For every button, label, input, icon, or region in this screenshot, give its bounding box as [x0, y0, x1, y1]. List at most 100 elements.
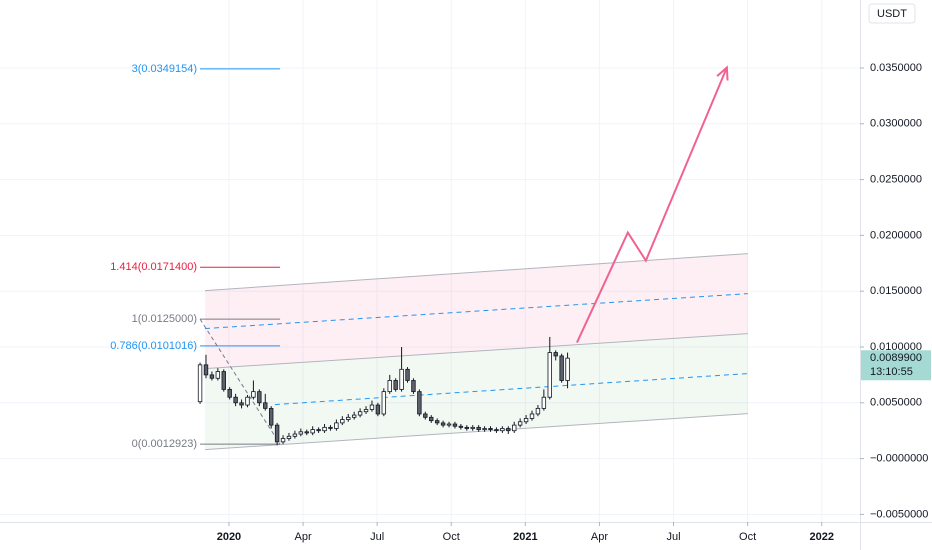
fib-label: 0(0.0012923)	[132, 438, 197, 450]
candle-body	[393, 380, 398, 390]
candle-body	[541, 396, 547, 409]
currency-label: USDT	[877, 8, 907, 20]
currency-box	[868, 3, 916, 24]
candle-body	[417, 391, 422, 415]
candle-body	[233, 396, 238, 404]
projection-path	[576, 67, 728, 343]
channel-line	[274, 373, 748, 406]
candle-body	[470, 426, 475, 429]
y-tick-label: 0.0350000	[870, 62, 922, 74]
candle-body	[535, 407, 541, 415]
candle-body	[494, 429, 499, 432]
y-tick-label: −0.0050000	[870, 508, 928, 520]
y-tick-label: 0.0150000	[870, 285, 922, 297]
candle-body	[251, 391, 256, 398]
y-tick-label: 0.0250000	[870, 173, 922, 185]
candle-body	[553, 352, 558, 357]
candle-body	[529, 413, 535, 419]
channel-line	[204, 333, 748, 370]
fib-label: 1.414(0.0171400)	[110, 261, 197, 273]
y-tick-label: 0.0300000	[870, 118, 922, 130]
candle-body	[381, 391, 387, 415]
candle-body	[363, 409, 369, 413]
candle-body	[476, 426, 481, 430]
channel-line	[204, 413, 748, 451]
candle-body	[328, 426, 333, 429]
x-tick-label: Apr	[591, 531, 608, 543]
channel-line	[204, 253, 748, 292]
candle-body	[268, 407, 274, 426]
candle-body	[464, 426, 470, 429]
candle-body	[523, 418, 529, 423]
candle-body	[488, 428, 493, 430]
candle-body	[375, 404, 381, 415]
candle-body	[245, 396, 250, 406]
last-price-box	[861, 350, 931, 381]
candle-body	[452, 423, 458, 427]
candle-body	[387, 380, 392, 393]
axes: USDT 0.0350000 0.0300000 0.0250000 0.020000…	[217, 3, 931, 543]
candle-body	[298, 431, 304, 435]
candle-body	[434, 420, 440, 424]
candle-body	[440, 422, 446, 426]
candle-body	[446, 423, 452, 426]
candle-body	[565, 357, 570, 381]
fib-label: 0.786(0.0101016)	[110, 340, 197, 352]
candle-body	[458, 425, 464, 428]
candle-body	[506, 428, 511, 432]
candle-body	[316, 429, 321, 432]
candle-body	[334, 422, 339, 429]
candle-body	[500, 428, 505, 432]
candle-body	[357, 411, 363, 416]
x-tick-label: 2022	[809, 531, 833, 543]
candle-body	[197, 364, 203, 403]
candle-body	[286, 435, 292, 439]
last-price-label: 0.0089900	[870, 352, 922, 364]
x-tick-label: 2021	[513, 531, 537, 543]
x-tick-label: Jul	[666, 531, 680, 543]
candle-body	[399, 368, 404, 390]
candle-body	[517, 421, 523, 426]
x-tick-label: Oct	[443, 531, 460, 543]
x-tick-label: Oct	[739, 531, 756, 543]
candle-body	[227, 389, 232, 398]
fib-trend	[199, 318, 281, 445]
candle-body	[405, 368, 410, 381]
candle-body	[209, 374, 215, 379]
candle-body	[346, 416, 351, 420]
candle-body	[322, 426, 327, 432]
candle-body	[482, 428, 487, 430]
plot: 3(0.0349154) 1.414(0.0171400) 1(0.0125000)…	[110, 63, 748, 450]
x-tick-label: Apr	[294, 531, 311, 543]
candle-body	[547, 352, 552, 398]
y-tick-label: 0.0050000	[870, 397, 922, 409]
candle-body	[512, 424, 517, 432]
candle-body	[411, 380, 416, 393]
y-tick-label: 0.0200000	[870, 229, 922, 241]
x-tick-label: 2020	[217, 531, 241, 543]
projection-arrowhead	[716, 65, 729, 81]
x-tick-label: Jul	[370, 531, 384, 543]
channel-line	[204, 293, 748, 330]
candle-body	[239, 402, 244, 406]
candle-body	[257, 391, 262, 404]
candle-body	[429, 416, 434, 422]
countdown-label: 13:10:55	[870, 366, 913, 378]
y-tick-label: −0.0000000	[870, 453, 928, 465]
candle-body	[310, 429, 315, 434]
fib-label: 1(0.0125000)	[132, 313, 197, 325]
fib-label: 3(0.0349154)	[132, 63, 197, 75]
candle-body	[369, 404, 375, 410]
candle-body	[203, 364, 209, 376]
candle-body	[280, 438, 286, 443]
candle-body	[274, 424, 280, 443]
candle-body	[351, 414, 357, 418]
candle-body	[221, 371, 226, 390]
candle-body	[423, 413, 428, 418]
grid	[0, 0, 860, 522]
candle-body	[215, 371, 221, 379]
candle-body	[340, 419, 345, 424]
candle-body	[263, 402, 268, 409]
candle-body	[292, 433, 298, 437]
